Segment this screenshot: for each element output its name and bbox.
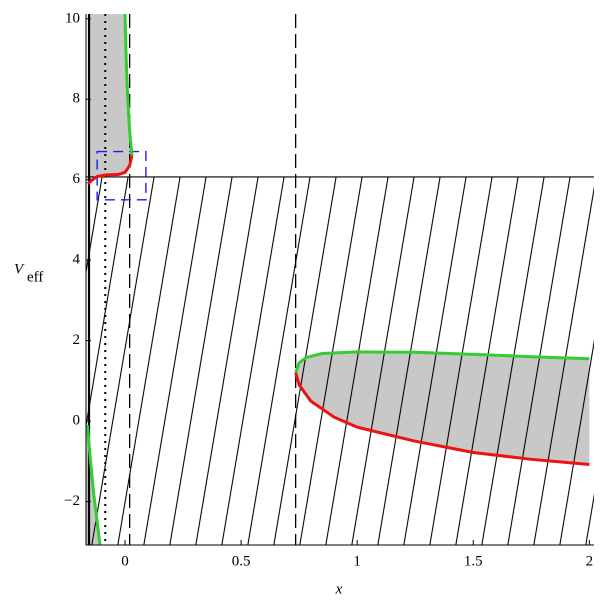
x-tick-label: 2 <box>586 553 594 569</box>
x-tick-label: 0 <box>121 553 129 569</box>
y-tick-label: 0 <box>73 413 81 429</box>
y-tick-label: 6 <box>73 171 81 187</box>
y-tick-label: 4 <box>73 252 81 268</box>
y-tick-label: 2 <box>73 332 81 348</box>
x-tick-label: 0.5 <box>232 553 251 569</box>
x-axis-label: x <box>335 581 343 597</box>
axes: −2 0 2 4 6 8 10 0 0.5 1 1.5 2 <box>64 10 594 569</box>
y-tick-label: −2 <box>64 493 80 509</box>
x-tick-label: 1.5 <box>464 553 483 569</box>
hatched-region <box>86 176 594 545</box>
x-tick-label: 1 <box>353 553 361 569</box>
curve <box>294 372 590 467</box>
y-tick-label: 10 <box>65 10 80 26</box>
shaded-region <box>87 14 132 184</box>
curve <box>294 350 590 374</box>
plot-area <box>86 14 594 545</box>
curve <box>86 155 134 185</box>
curve <box>123 14 134 156</box>
curve <box>86 424 102 545</box>
y-axis-label-subscript: eff <box>27 269 43 285</box>
y-tick-label: 8 <box>73 91 81 107</box>
y-axis-label: V <box>14 261 25 277</box>
